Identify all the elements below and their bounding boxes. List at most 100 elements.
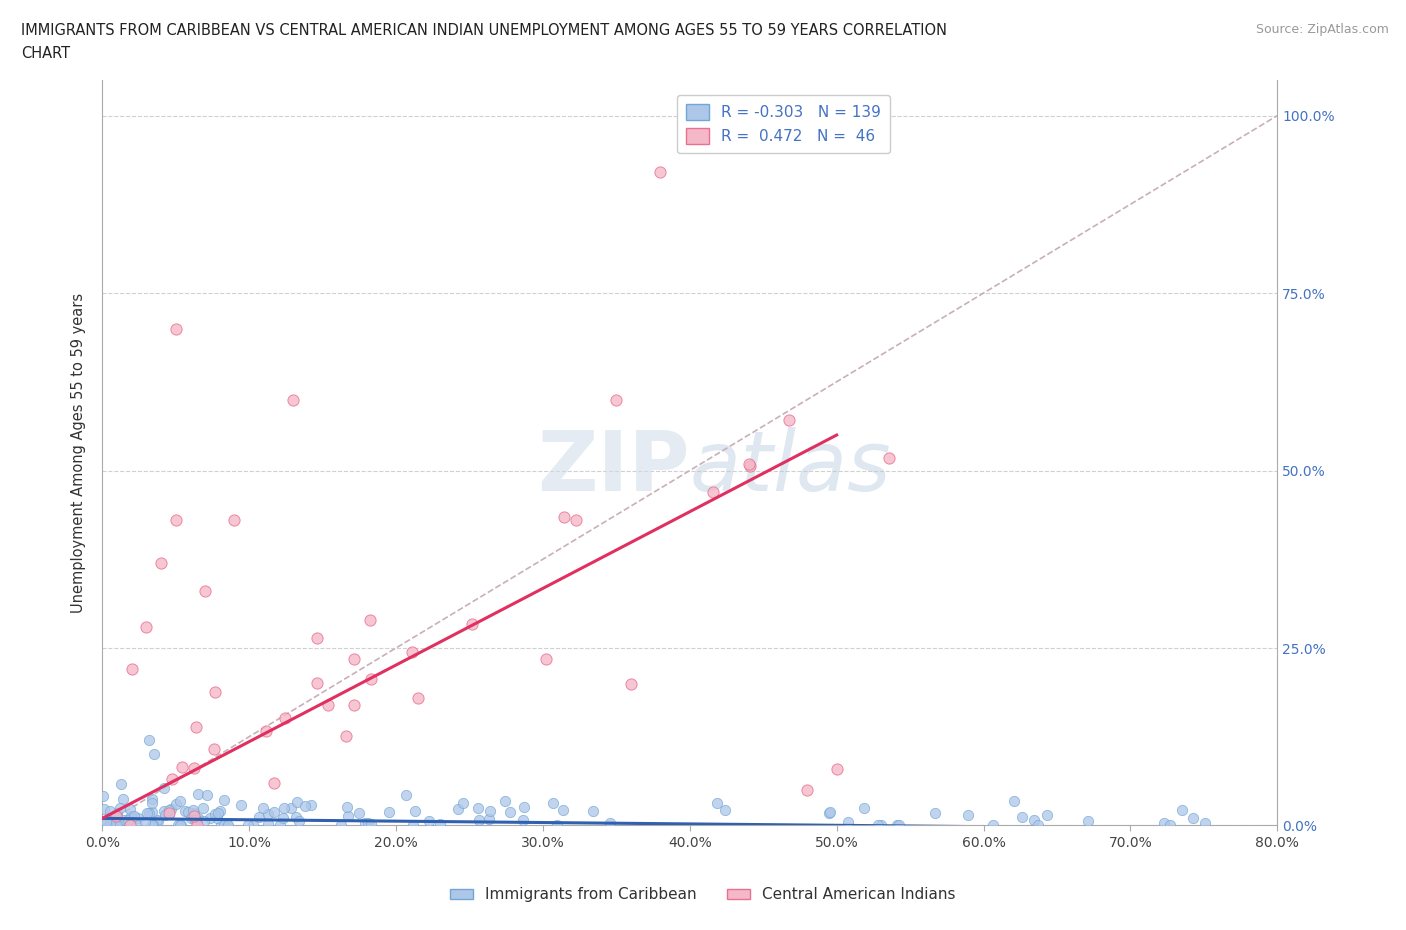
Point xyxy=(104,809,127,824)
Point xyxy=(256,817,278,831)
Point xyxy=(174,804,197,818)
Point xyxy=(553,510,575,525)
Point xyxy=(818,805,841,820)
Point xyxy=(796,782,818,797)
Point xyxy=(478,812,501,827)
Point xyxy=(104,818,127,833)
Point xyxy=(546,818,568,833)
Point xyxy=(254,724,277,738)
Point xyxy=(118,801,141,816)
Point xyxy=(461,617,484,631)
Point xyxy=(183,806,205,821)
Point xyxy=(108,816,131,830)
Point xyxy=(153,804,176,818)
Point xyxy=(141,818,163,833)
Point xyxy=(404,804,426,818)
Point xyxy=(284,809,307,824)
Point xyxy=(122,809,145,824)
Point xyxy=(1159,818,1181,833)
Point xyxy=(195,787,218,802)
Point xyxy=(169,818,191,833)
Point xyxy=(1181,810,1204,825)
Point xyxy=(360,817,382,831)
Point xyxy=(120,808,142,823)
Point xyxy=(217,817,239,832)
Point xyxy=(269,818,291,833)
Point xyxy=(479,804,502,818)
Point xyxy=(169,793,191,808)
Point xyxy=(257,807,280,822)
Point xyxy=(117,813,139,828)
Point xyxy=(294,798,316,813)
Point xyxy=(825,762,848,777)
Point xyxy=(138,733,160,748)
Point xyxy=(142,818,165,833)
Point xyxy=(401,644,423,659)
Point xyxy=(1022,813,1045,828)
Point xyxy=(1002,793,1025,808)
Point xyxy=(1077,814,1099,829)
Point xyxy=(105,815,128,830)
Point xyxy=(360,671,382,686)
Point xyxy=(104,808,127,823)
Point xyxy=(229,798,252,813)
Point xyxy=(165,796,187,811)
Point xyxy=(263,804,285,819)
Legend: R = -0.303   N = 139, R =  0.472   N =  46: R = -0.303 N = 139, R = 0.472 N = 46 xyxy=(678,95,890,153)
Point xyxy=(852,801,875,816)
Point xyxy=(343,698,366,712)
Point xyxy=(93,818,115,833)
Point xyxy=(1153,816,1175,830)
Point xyxy=(354,816,377,830)
Point xyxy=(110,800,132,815)
Point xyxy=(110,777,132,791)
Point xyxy=(136,805,159,820)
Point xyxy=(553,803,575,817)
Point xyxy=(93,802,115,817)
Text: Source: ZipAtlas.com: Source: ZipAtlas.com xyxy=(1256,23,1389,36)
Point xyxy=(406,691,429,706)
Point xyxy=(134,815,156,830)
Point xyxy=(273,810,295,825)
Point xyxy=(187,811,209,826)
Point xyxy=(193,801,215,816)
Point xyxy=(181,803,204,817)
Point xyxy=(153,807,176,822)
Point xyxy=(869,818,891,833)
Point xyxy=(127,810,149,825)
Point xyxy=(146,813,169,828)
Point xyxy=(283,392,305,407)
Point xyxy=(837,815,859,830)
Point xyxy=(236,818,259,833)
Point xyxy=(543,796,565,811)
Point xyxy=(170,759,193,774)
Point xyxy=(395,788,418,803)
Point xyxy=(343,652,366,667)
Point xyxy=(141,795,163,810)
Point xyxy=(924,805,946,820)
Text: CHART: CHART xyxy=(21,46,70,61)
Point xyxy=(107,805,129,820)
Point xyxy=(141,792,163,807)
Point xyxy=(288,813,311,828)
Point xyxy=(91,789,114,804)
Point xyxy=(169,818,191,833)
Point xyxy=(1194,816,1216,830)
Point xyxy=(180,811,202,826)
Point xyxy=(135,619,157,634)
Point xyxy=(202,742,225,757)
Point xyxy=(513,799,536,814)
Point xyxy=(162,772,184,787)
Point xyxy=(193,814,215,829)
Point xyxy=(212,818,235,833)
Point xyxy=(103,814,125,829)
Point xyxy=(204,806,226,821)
Point xyxy=(224,512,246,527)
Point xyxy=(877,451,900,466)
Point xyxy=(738,457,761,472)
Point xyxy=(357,816,380,830)
Point xyxy=(887,818,910,833)
Point xyxy=(121,662,143,677)
Point xyxy=(956,807,979,822)
Point xyxy=(285,794,308,809)
